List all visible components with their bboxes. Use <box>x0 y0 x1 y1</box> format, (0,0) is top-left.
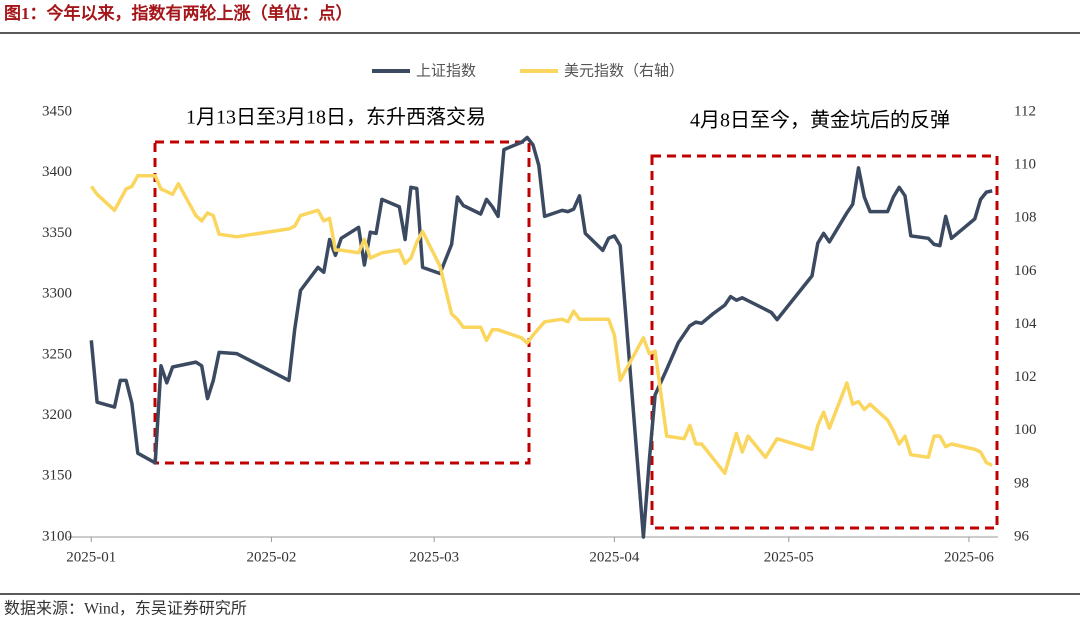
y-tick-label: 3250 <box>42 346 72 362</box>
y-tick-label: 3300 <box>42 286 72 302</box>
y2-tick-label: 100 <box>1014 422 1037 438</box>
series-line <box>89 135 993 539</box>
y-tick-label: 3150 <box>42 468 72 484</box>
x-tick-label: 2025-05 <box>764 549 814 565</box>
legend-label: 上证指数 <box>416 62 476 79</box>
x-tick-label: 2025-04 <box>589 549 639 565</box>
x-tick-label: 2025-03 <box>409 549 459 565</box>
y2-tick-label: 98 <box>1014 475 1029 491</box>
y-tick-label: 3400 <box>42 164 72 180</box>
y2-tick-label: 96 <box>1014 528 1030 544</box>
highlight-box <box>650 154 999 530</box>
series-line <box>89 174 993 475</box>
y2-tick-label: 112 <box>1014 103 1036 119</box>
x-tick-label: 2025-06 <box>944 549 994 565</box>
y2-tick-label: 106 <box>1014 263 1037 279</box>
source-note: 数据来源：Wind，东吴证券研究所 <box>4 600 247 618</box>
y-tick-label: 3350 <box>42 225 72 241</box>
y2-tick-label: 104 <box>1014 316 1037 332</box>
y-tick-label: 3200 <box>42 407 72 423</box>
annotation: 4月8日至今，黄金坑后的反弹 <box>690 109 950 132</box>
annotation: 1月13日至3月18日，东升西落交易 <box>186 106 486 129</box>
y2-tick-label: 108 <box>1014 210 1037 226</box>
y2-tick-label: 110 <box>1014 157 1036 173</box>
highlight-box <box>153 140 531 465</box>
legend-label: 美元指数（右轴） <box>564 62 684 79</box>
y-tick-label: 3450 <box>42 103 72 119</box>
y-tick-label: 3100 <box>42 528 72 544</box>
chart-title: 图1：今年以来，指数有两轮上涨（单位：点） <box>4 3 353 23</box>
x-tick-label: 2025-01 <box>66 549 116 565</box>
y2-tick-label: 102 <box>1014 369 1037 385</box>
x-tick-label: 2025-02 <box>246 549 296 565</box>
